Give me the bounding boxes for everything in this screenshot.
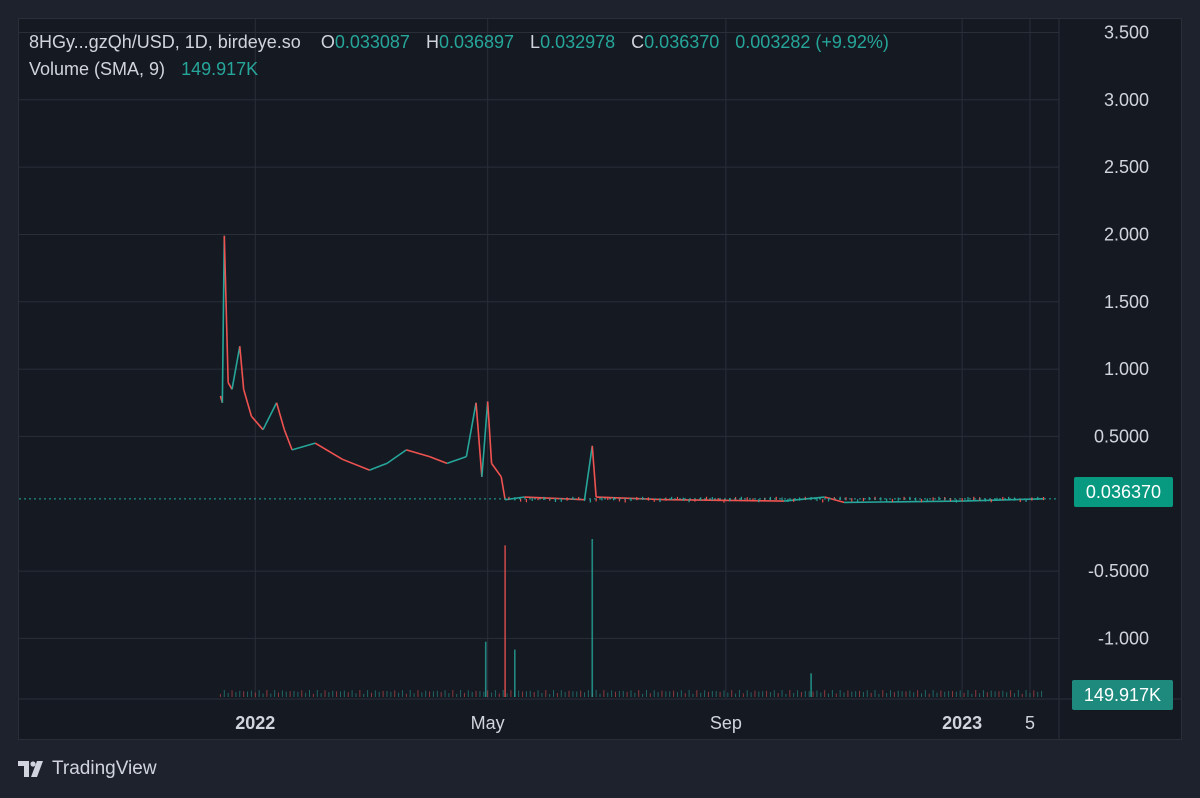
price-candle xyxy=(844,500,963,504)
last-price-tag: 0.036370 xyxy=(1073,477,1173,507)
price-candle xyxy=(238,346,245,390)
tradingview-logo[interactable]: TradingView xyxy=(18,758,157,780)
price-candle xyxy=(481,401,489,477)
price-candle xyxy=(429,455,448,465)
chart-svg: 3.500 3.000 2.500 2.000 1.500 1.000 0.5000 -0.5… xyxy=(19,19,1181,739)
price-candle xyxy=(291,442,316,451)
low-label: L xyxy=(530,32,541,52)
price-candle xyxy=(227,382,233,390)
price-candle xyxy=(591,445,597,498)
price-candle xyxy=(386,449,407,465)
price-candle xyxy=(262,402,278,431)
price-candle xyxy=(486,401,493,464)
open-value: 0.033087 xyxy=(334,32,410,52)
symbol-label[interactable]: 8HGy...gzQh/USD, 1D, birdeye.so xyxy=(29,32,301,52)
volume-tag: 149.917K xyxy=(1071,680,1173,710)
y-tick-label: 3.000 xyxy=(1104,90,1149,110)
price-candle xyxy=(314,442,343,461)
volume-row: Volume (SMA, 9) 149.917K xyxy=(29,56,889,83)
x-tick-label: May xyxy=(471,713,505,733)
y-tick-label: 0.5000 xyxy=(1094,426,1149,446)
high-value: 0.036897 xyxy=(438,32,515,52)
price-candle xyxy=(500,476,506,500)
price-candle xyxy=(283,429,293,451)
y-tick-label: 2.000 xyxy=(1104,224,1149,244)
price-candle xyxy=(490,462,502,478)
price-candle xyxy=(221,235,226,403)
price-candle xyxy=(446,455,467,465)
low-value: 0.032978 xyxy=(540,32,616,52)
high-label: H xyxy=(425,32,439,52)
price-candle xyxy=(475,402,483,477)
price-candle xyxy=(242,389,253,417)
volume-value: 149.917K xyxy=(181,59,259,79)
chart-legend: 8HGy...gzQh/USD, 1D, birdeye.so O0.03308… xyxy=(29,29,889,83)
open-label: O xyxy=(320,32,335,52)
y-tick-label: -1.000 xyxy=(1098,628,1149,648)
x-tick-label: 2022 xyxy=(235,713,275,733)
branding-text: TradingView xyxy=(52,758,157,779)
price-candle xyxy=(231,346,241,390)
price-candle xyxy=(250,415,264,431)
y-tick-label: -0.5000 xyxy=(1088,561,1149,581)
tradingview-logo-icon xyxy=(18,761,43,777)
price-candle xyxy=(342,458,370,471)
price-candle xyxy=(406,449,430,458)
change-value: 0.003282 (+9.92%) xyxy=(735,32,889,52)
y-tick-label: 3.500 xyxy=(1104,22,1149,42)
y-tick-label: 2.500 xyxy=(1104,157,1149,177)
close-value: 0.036370 xyxy=(644,32,720,52)
price-candle xyxy=(275,402,286,430)
y-tick-label: 1.000 xyxy=(1104,359,1149,379)
y-tick-label: 1.500 xyxy=(1104,292,1149,312)
price-candle xyxy=(369,462,388,471)
close-label: C xyxy=(631,32,645,52)
chart-area[interactable]: 3.500 3.000 2.500 2.000 1.500 1.000 0.5000 -0.5… xyxy=(18,18,1182,740)
x-tick-label: 2023 xyxy=(942,713,982,733)
price-candle xyxy=(583,445,594,500)
x-tick-label: 5 xyxy=(1025,713,1035,733)
ohlc-row: 8HGy...gzQh/USD, 1D, birdeye.so O0.03308… xyxy=(29,29,889,56)
price-candle xyxy=(465,402,477,457)
x-tick-label: Sep xyxy=(710,713,742,733)
volume-label[interactable]: Volume (SMA, 9) xyxy=(29,59,166,79)
price-candle xyxy=(223,235,229,383)
